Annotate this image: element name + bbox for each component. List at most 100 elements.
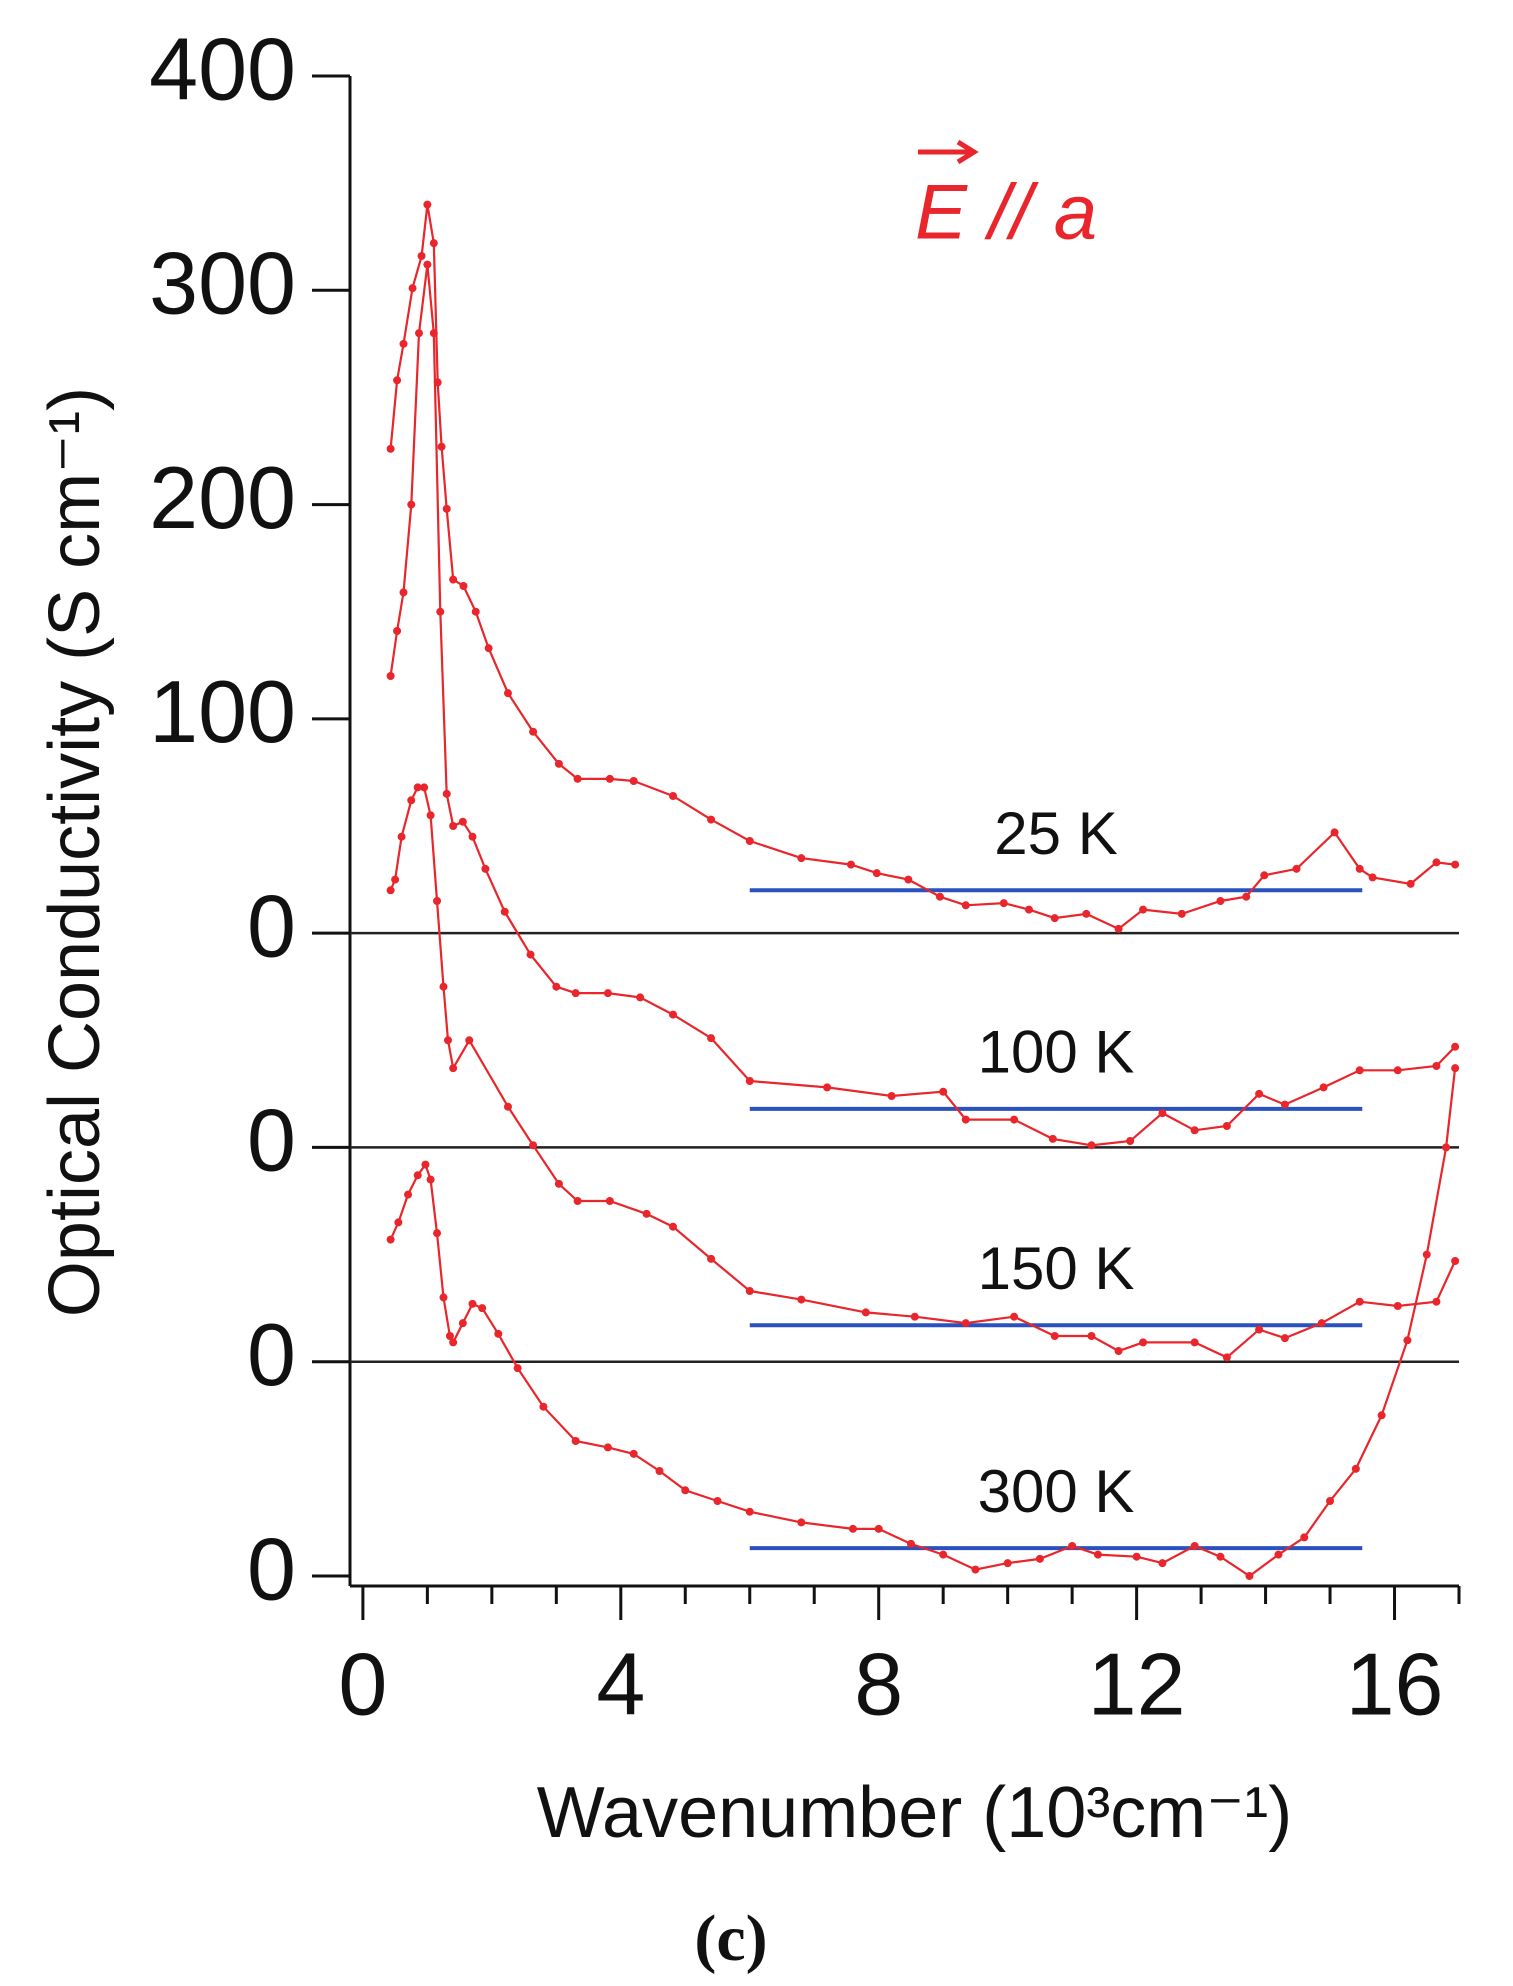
data-point <box>426 1175 435 1184</box>
data-point <box>1393 1302 1402 1310</box>
data-point <box>861 1308 870 1317</box>
data-point <box>1300 1533 1309 1542</box>
data-point <box>745 837 754 845</box>
data-point <box>1351 1464 1360 1473</box>
data-point <box>1280 1100 1289 1109</box>
data-point <box>465 1036 474 1045</box>
data-point <box>458 1319 467 1328</box>
data-point <box>1050 914 1059 923</box>
data-point <box>444 1036 453 1045</box>
data-point <box>1326 1497 1335 1505</box>
data-point <box>442 789 451 798</box>
data-point <box>1255 1325 1264 1334</box>
y-tick-label: 0 <box>247 1091 296 1190</box>
data-point <box>655 1467 664 1475</box>
data-point <box>552 982 561 991</box>
x-tick-label: 0 <box>338 1634 387 1733</box>
data-point <box>407 500 416 509</box>
data-point <box>391 875 400 884</box>
data-point <box>874 1524 883 1533</box>
data-point <box>1393 1066 1402 1075</box>
data-point <box>1139 1338 1148 1347</box>
y-tick-label: 200 <box>149 448 296 547</box>
data-point <box>939 1550 948 1559</box>
data-point <box>503 1102 512 1111</box>
data-point <box>449 1064 458 1073</box>
data-point <box>1177 909 1186 918</box>
data-point <box>1451 1257 1460 1265</box>
data-point <box>797 1518 806 1527</box>
data-point <box>1432 1062 1441 1070</box>
data-point <box>971 1565 980 1574</box>
data-point <box>526 950 535 959</box>
data-point <box>605 1197 614 1205</box>
series-line <box>389 786 1457 1359</box>
data-point <box>529 1141 538 1150</box>
data-point <box>707 1254 716 1263</box>
data-point <box>1222 1353 1231 1362</box>
data-point <box>458 817 467 826</box>
data-point <box>445 1332 454 1340</box>
data-point <box>1422 1250 1431 1259</box>
data-point <box>961 1115 970 1124</box>
series-line <box>389 204 1456 931</box>
series-line <box>389 1067 1457 1578</box>
data-point <box>1451 860 1460 869</box>
data-point <box>1158 1559 1167 1568</box>
data-point <box>394 1218 403 1227</box>
data-point <box>503 689 512 698</box>
data-point <box>681 1486 690 1495</box>
data-point <box>481 864 490 873</box>
data-point <box>449 575 458 584</box>
data-point <box>797 1295 806 1304</box>
caption: (c) <box>694 1902 767 1975</box>
series-line <box>389 264 1456 1147</box>
vector-arrow <box>918 139 979 165</box>
data-point <box>426 811 435 820</box>
x-tick-label: 8 <box>854 1634 903 1733</box>
data-point <box>1190 1542 1199 1550</box>
y-tick-label: 400 <box>149 19 296 118</box>
data-point <box>413 783 422 792</box>
x-axis-label: Wavenumber (10³cm⁻¹) <box>537 1773 1292 1853</box>
series-label: 25 K <box>994 800 1117 867</box>
data-point <box>1190 1338 1199 1347</box>
data-point <box>846 860 855 869</box>
data-point <box>904 875 913 884</box>
data-point <box>1132 1552 1141 1561</box>
data-point <box>1355 1297 1364 1306</box>
data-point <box>1082 909 1091 918</box>
data-point <box>439 982 448 991</box>
data-point <box>433 897 442 905</box>
data-point <box>437 442 446 451</box>
data-point <box>1114 924 1123 933</box>
data-point <box>554 759 563 768</box>
data-point <box>478 1304 487 1313</box>
data-point <box>1451 1042 1460 1051</box>
data-point <box>629 777 638 785</box>
data-point <box>910 1312 919 1321</box>
data-point <box>423 200 432 209</box>
data-point <box>442 504 451 513</box>
data-point <box>935 892 944 901</box>
data-point <box>468 1299 477 1308</box>
data-point <box>404 1190 413 1199</box>
data-point <box>1068 1542 1077 1550</box>
data-point <box>1093 1550 1102 1559</box>
data-point <box>603 989 612 998</box>
data-point <box>745 1287 754 1295</box>
data-point <box>1355 1066 1364 1075</box>
data-point <box>1406 879 1415 888</box>
data-point <box>1330 828 1339 837</box>
data-point <box>999 899 1008 908</box>
data-point <box>439 1293 448 1302</box>
data-point <box>1274 1550 1283 1559</box>
data-point <box>1087 1332 1096 1340</box>
annotation: E // a <box>915 168 1097 256</box>
y-tick-label: 0 <box>247 876 296 975</box>
data-point <box>539 1402 548 1411</box>
data-point <box>1087 1141 1096 1150</box>
data-point <box>468 832 477 841</box>
data-point <box>1319 1083 1328 1092</box>
data-point <box>603 1443 612 1452</box>
